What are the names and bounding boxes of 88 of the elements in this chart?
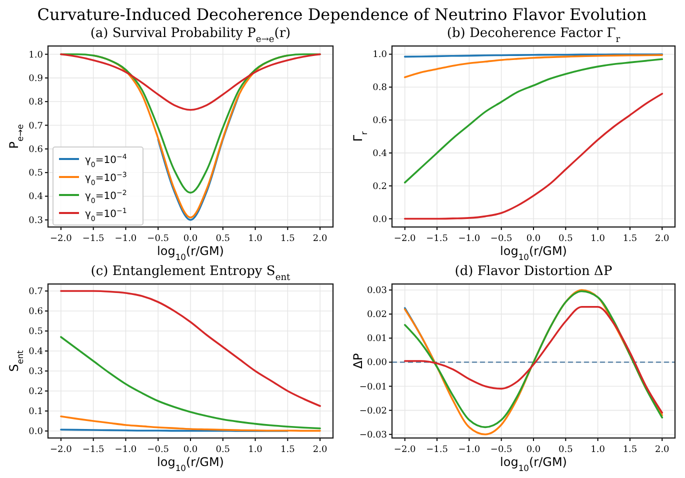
line-series [404,54,664,78]
y-tick-label: 0.8 [28,98,44,108]
x-tick-label: 0.0 [183,234,198,244]
x-tick-label: 2.0 [312,234,328,244]
x-tick-label: 0.0 [526,445,541,455]
y-tick-label: 0.9 [28,74,44,84]
line-series [60,53,321,111]
y-tick-label: 0.2 [28,387,43,397]
x-tick-label: 2.0 [654,234,670,244]
y-tick-label: 0.03 [366,286,388,296]
x-tick-label: −0.5 [147,234,170,244]
line-series [60,290,321,407]
y-tick-label: 0.01 [366,334,387,344]
x-tick-label: −1.5 [82,445,105,455]
x-tick-label: 1.0 [590,445,606,455]
x-tick-label: 1.5 [622,234,638,244]
line-series [404,306,664,414]
x-tick-label: 2.0 [312,445,328,455]
y-tick-label: 0.3 [28,216,44,226]
y-axis-title: ΔP [351,353,365,369]
x-tick-label: −1.0 [114,234,137,244]
x-axis-title: log$_{10}$(r/GM) [157,455,224,473]
chart-title: (a) Survival Probability P$_{e→e}$(r) [90,26,291,45]
x-tick-label: −2.0 [394,234,416,244]
x-axis-title: log$_{10}$(r/GM) [157,244,224,262]
y-tick-label: −0.01 [359,382,387,392]
y-tick-label: 0.4 [28,347,44,357]
x-tick-label: 0.5 [216,234,230,244]
legend-label: γ$_{0}$=10$^{−2}$ [85,189,127,205]
x-tick-label: 0.5 [216,445,230,455]
x-tick-label: 1.5 [622,445,638,455]
x-tick-label: 2.0 [654,445,670,455]
y-tick-label: 0.6 [28,307,44,317]
x-tick-label: −1.0 [458,234,480,244]
y-tick-label: 0.8 [372,83,388,94]
x-tick-label: −1.5 [426,445,448,455]
y-tick-label: 0.0 [28,427,44,437]
x-tick-label: −1.0 [458,445,480,455]
y-tick-label: 0.6 [372,116,388,126]
x-tick-label: 1.0 [248,445,263,455]
x-tick-label: −1.0 [114,445,137,455]
x-tick-label: −1.5 [82,234,105,244]
legend-label: γ$_{0}$=10$^{−1}$ [85,207,127,223]
x-tick-label: 0.0 [183,445,198,455]
x-tick-label: 1.0 [248,234,263,244]
line-series [157,94,240,221]
text: Curvature-Induced Decoherence Dependence of Neutrino Flavor Evolution [37,5,647,24]
x-axis-title: log$_{10}$(r/GM) [500,244,567,262]
y-tick-label: 0.7 [28,121,44,132]
y-tick-label: −0.03 [359,430,388,440]
y-tick-label: 1.0 [372,50,388,60]
y-tick-label: 0.02 [366,310,387,320]
x-tick-label: 1.0 [590,234,606,244]
y-tick-label: −0.02 [359,406,387,416]
line-series [60,336,321,430]
x-tick-label: 1.5 [280,234,296,244]
line-series [60,416,321,432]
chart-title: (d) Flavor Distortion ΔP [454,264,612,279]
x-tick-label: −0.5 [490,234,513,244]
y-tick-label: 0.5 [28,168,44,179]
x-tick-label: 0.5 [558,234,574,244]
x-tick-label: −2.0 [394,445,416,455]
x-tick-label: 0.5 [558,445,574,455]
x-tick-label: −2.0 [50,234,72,244]
y-tick-label: 0.4 [28,192,44,202]
y-tick-label: 0.4 [372,148,388,159]
legend-label: γ$_{0}$=10$^{−3}$ [85,171,127,187]
x-tick-label: −0.5 [147,445,170,455]
chart-title: (c) Entanglement Entropy S$_{ent}$ [90,264,291,283]
y-tick-label: 0.00 [366,358,388,368]
y-tick-label: 1.0 [28,50,44,60]
line-series [404,92,664,220]
chart-title: (b) Decoherence Factor Γ$_{r}$ [446,26,621,45]
y-tick-label: 0.5 [28,327,44,337]
x-axis-title: log$_{10}$(r/GM) [500,455,567,473]
y-tick-label: 0.1 [28,407,43,417]
x-tick-label: −1.5 [426,234,448,244]
line-series [404,58,664,184]
x-tick-label: 0.0 [526,234,541,244]
legend-label: γ$_{0}$=10$^{−4}$ [85,153,128,169]
y-tick-label: 0.2 [372,182,387,192]
y-tick-label: 0.3 [28,367,44,377]
x-tick-label: −0.5 [490,445,513,455]
y-tick-label: 0.7 [28,287,44,297]
y-tick-label: 0.0 [372,214,388,225]
y-tick-label: 0.6 [28,144,44,155]
x-tick-label: −2.0 [50,445,72,455]
x-tick-label: 1.5 [280,445,296,455]
